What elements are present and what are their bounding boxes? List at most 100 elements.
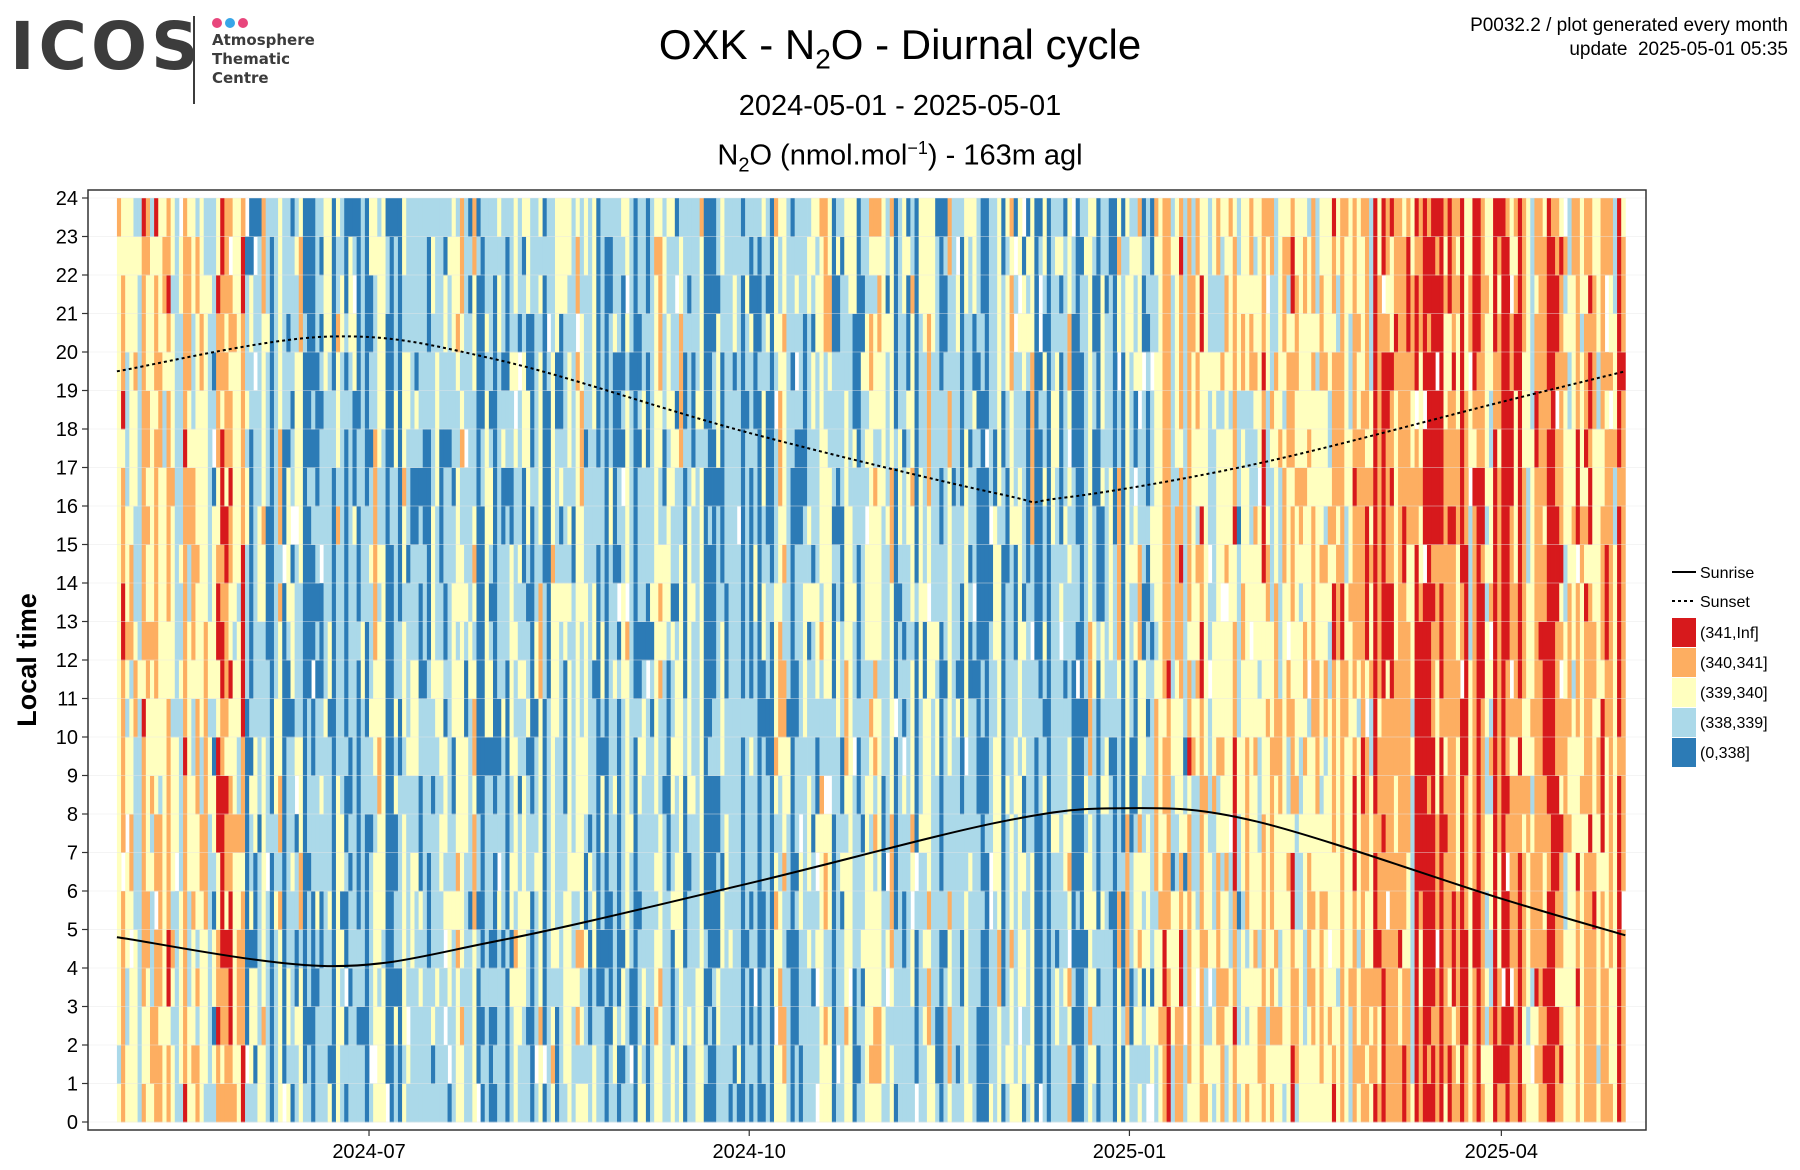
heatmap-cell [369,429,374,468]
heatmap-cell [753,621,758,661]
heatmap-cell [402,621,407,661]
heatmap-cell [443,467,448,507]
heatmap-cell [662,621,667,661]
heatmap-cell [261,1006,267,1046]
heatmap-cell [910,390,915,430]
heatmap-cell [513,313,519,353]
heatmap-cell [583,698,589,738]
heatmap-cell [137,775,143,815]
heatmap-cell [951,660,957,699]
heatmap-cell [765,313,771,353]
heatmap-cell [699,621,705,661]
heatmap-cell [526,429,531,468]
heatmap-cell [472,814,477,853]
heatmap-cell [608,352,614,391]
heatmap-cell [807,1083,812,1123]
heatmap-cell [926,621,932,661]
heatmap-cell [352,1006,358,1046]
heatmap-cell [294,236,300,276]
heatmap-cell [364,275,370,314]
heatmap-cell [662,352,667,391]
heatmap-cell [687,467,692,507]
heatmap-cell [604,814,610,853]
heatmap-cell [232,467,238,507]
heatmap-cell [290,737,296,776]
heatmap-cell [364,621,370,661]
heatmap-cell [621,313,626,353]
heatmap-cell [732,621,738,661]
heatmap-cell [125,467,130,507]
heatmap-cell [307,198,312,237]
heatmap-cell [397,275,403,314]
heatmap-cell [526,1006,531,1046]
heatmap-cell [195,236,200,276]
heatmap-cell [778,814,783,853]
heatmap-cell [571,313,577,353]
heatmap-cell [980,467,986,507]
heatmap-cell [455,429,461,468]
heatmap-cell [526,698,531,738]
heatmap-cell [889,352,895,391]
heatmap-cell [782,506,787,545]
heatmap-cell [348,929,353,969]
heatmap-cell [959,1006,965,1046]
heatmap-cell [674,506,680,545]
heatmap-cell [393,891,399,930]
heatmap-cell [790,1006,796,1046]
heatmap-cell [980,583,986,622]
heatmap-cell [885,544,891,584]
heatmap-cell [914,891,920,930]
heatmap-cell [414,968,420,1007]
heatmap-cell [707,968,713,1007]
heatmap-cell [480,814,486,853]
heatmap-cell [955,621,961,661]
heatmap-cell [790,313,796,353]
heatmap-cell [588,506,593,545]
heatmap-cell [530,429,535,468]
heatmap-cell [488,390,494,430]
heatmap-cell [571,390,577,430]
heatmap-cell [191,506,196,545]
heatmap-cell [654,390,659,430]
heatmap-cell [873,544,878,584]
heatmap-cell [554,352,560,391]
heatmap-cell [959,814,965,853]
heatmap-cell [550,775,556,815]
heatmap-cell [327,1006,333,1046]
heatmap-cell [827,429,833,468]
heatmap-cell [282,929,287,969]
heatmap-cell [769,467,775,507]
heatmap-cell [302,544,308,584]
heatmap-cell [650,852,655,892]
heatmap-cell [860,313,866,353]
heatmap-cell [224,891,229,930]
heatmap-cell [129,968,134,1007]
heatmap-cell [761,621,767,661]
heatmap-cell [621,506,626,545]
heatmap-cell [327,1045,333,1084]
heatmap-cell [819,1006,824,1046]
heatmap-cell [873,737,878,776]
heatmap-cell [311,1006,316,1046]
heatmap-cell [914,814,920,853]
heatmap-cell [356,852,362,892]
heatmap-cell [273,737,279,776]
heatmap-cell [844,275,849,314]
heatmap-cell [881,814,886,853]
heatmap-cell [980,852,986,892]
heatmap-cell [596,583,601,622]
heatmap-cell [364,583,370,622]
heatmap-cell [621,544,626,584]
heatmap-cell [864,390,870,430]
heatmap-cell [191,891,196,930]
heatmap-cell [369,236,374,276]
heatmap-cell [559,1083,564,1123]
heatmap-cell [567,1006,572,1046]
heatmap-cell [203,583,209,622]
heatmap-cell [385,891,391,930]
heatmap-cell [356,506,362,545]
heatmap-cell [864,236,870,276]
heatmap-cell [149,313,155,353]
heatmap-cell [885,698,891,738]
heatmap-cell [265,1045,271,1084]
